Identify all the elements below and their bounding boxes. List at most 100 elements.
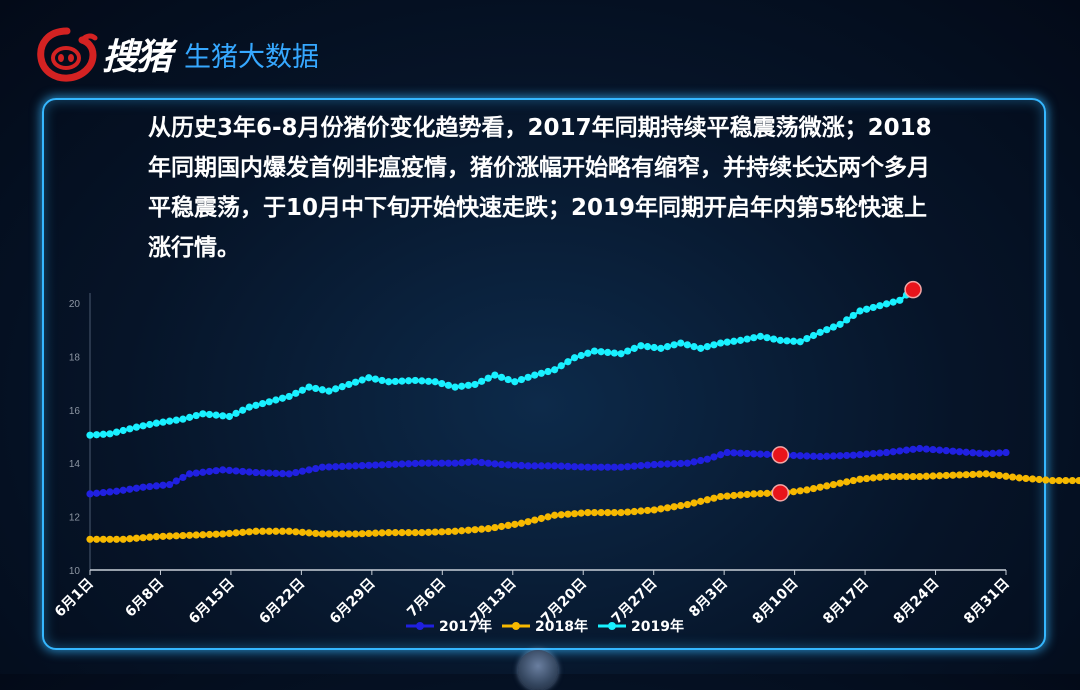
data-point: [723, 448, 731, 457]
data-point: [856, 451, 864, 459]
data-point: [617, 508, 625, 517]
data-point: [497, 522, 506, 531]
data-point: [345, 462, 353, 470]
data-point: [172, 477, 180, 485]
data-point: [942, 447, 950, 455]
brand-name: 搜猪: [102, 36, 172, 78]
data-point: [239, 467, 247, 476]
data-point: [451, 383, 459, 391]
data-point: [829, 480, 838, 489]
y-tick-label: 14: [69, 459, 81, 470]
data-point: [179, 473, 187, 482]
data-point: [86, 431, 94, 439]
data-point: [544, 513, 552, 521]
data-point: [902, 472, 911, 481]
data-point: [624, 347, 632, 355]
series-line: [90, 472, 1080, 541]
data-point: [385, 378, 393, 386]
data-point: [756, 490, 765, 498]
data-point: [464, 526, 472, 534]
data-point: [537, 514, 545, 523]
data-point: [491, 523, 499, 532]
data-point: [205, 410, 214, 419]
data-point: [544, 367, 552, 376]
data-point: [119, 486, 127, 494]
data-point: [863, 474, 871, 483]
data-point: [849, 451, 857, 459]
data-point: [152, 533, 160, 541]
data-point: [212, 467, 220, 475]
y-tick-label: 18: [69, 352, 81, 363]
data-point: [305, 529, 313, 537]
data-point: [424, 459, 433, 467]
data-point: [239, 406, 247, 414]
data-point: [690, 343, 698, 351]
data-point: [936, 472, 944, 480]
data-point: [159, 481, 167, 489]
data-point: [126, 535, 134, 543]
data-point: [551, 462, 559, 470]
data-point: [537, 462, 545, 470]
data-point: [703, 455, 711, 463]
data-point: [743, 335, 751, 343]
data-point: [975, 449, 984, 457]
data-point: [570, 510, 579, 518]
data-point: [298, 528, 307, 536]
data-point: [783, 337, 791, 345]
data-point: [305, 466, 313, 474]
data-point: [192, 411, 200, 420]
data-point: [318, 530, 326, 538]
data-point: [199, 410, 207, 418]
data-point: [570, 354, 579, 362]
data-point: [358, 530, 366, 538]
data-point: [225, 466, 233, 475]
data-point: [358, 376, 366, 384]
data-point: [212, 530, 220, 538]
data-point: [252, 401, 260, 409]
data-point: [597, 463, 605, 471]
data-point: [637, 342, 645, 350]
data-point: [590, 508, 599, 517]
data-point: [604, 508, 612, 517]
data-point: [736, 491, 745, 499]
data-point: [723, 338, 731, 346]
data-point: [285, 392, 293, 401]
data-point: [312, 464, 320, 473]
data-point: [378, 529, 386, 537]
data-point: [597, 348, 605, 356]
data-point: [106, 535, 114, 543]
data-point: [643, 506, 652, 515]
data-point: [809, 484, 818, 493]
data-point: [398, 460, 406, 468]
data-point: [424, 528, 433, 536]
data-point: [431, 459, 439, 467]
data-point: [478, 525, 486, 533]
data-point: [331, 463, 340, 471]
data-point: [431, 378, 439, 386]
x-tick-label: 8月24日: [891, 576, 943, 628]
data-point: [219, 412, 227, 420]
data-point: [557, 462, 565, 470]
data-point: [265, 469, 273, 477]
data-point: [385, 460, 393, 469]
data-point: [863, 305, 871, 313]
data-point: [657, 344, 665, 352]
data-point: [730, 449, 738, 457]
data-point: [199, 531, 207, 539]
data-point: [338, 530, 346, 538]
data-point: [152, 419, 160, 427]
data-point: [736, 336, 745, 344]
data-point: [590, 463, 599, 471]
data-point: [405, 529, 413, 537]
pig-snout-logo-icon: [37, 27, 98, 82]
data-point: [796, 487, 804, 495]
data-point: [610, 508, 618, 517]
scroll-orb-icon[interactable]: [518, 650, 558, 690]
data-point: [331, 530, 340, 538]
data-point: [677, 459, 685, 468]
data-point: [869, 449, 877, 458]
data-point: [557, 362, 565, 370]
header: 搜猪 生猪大数据: [36, 24, 319, 84]
data-point: [471, 380, 479, 389]
data-point: [378, 376, 386, 385]
